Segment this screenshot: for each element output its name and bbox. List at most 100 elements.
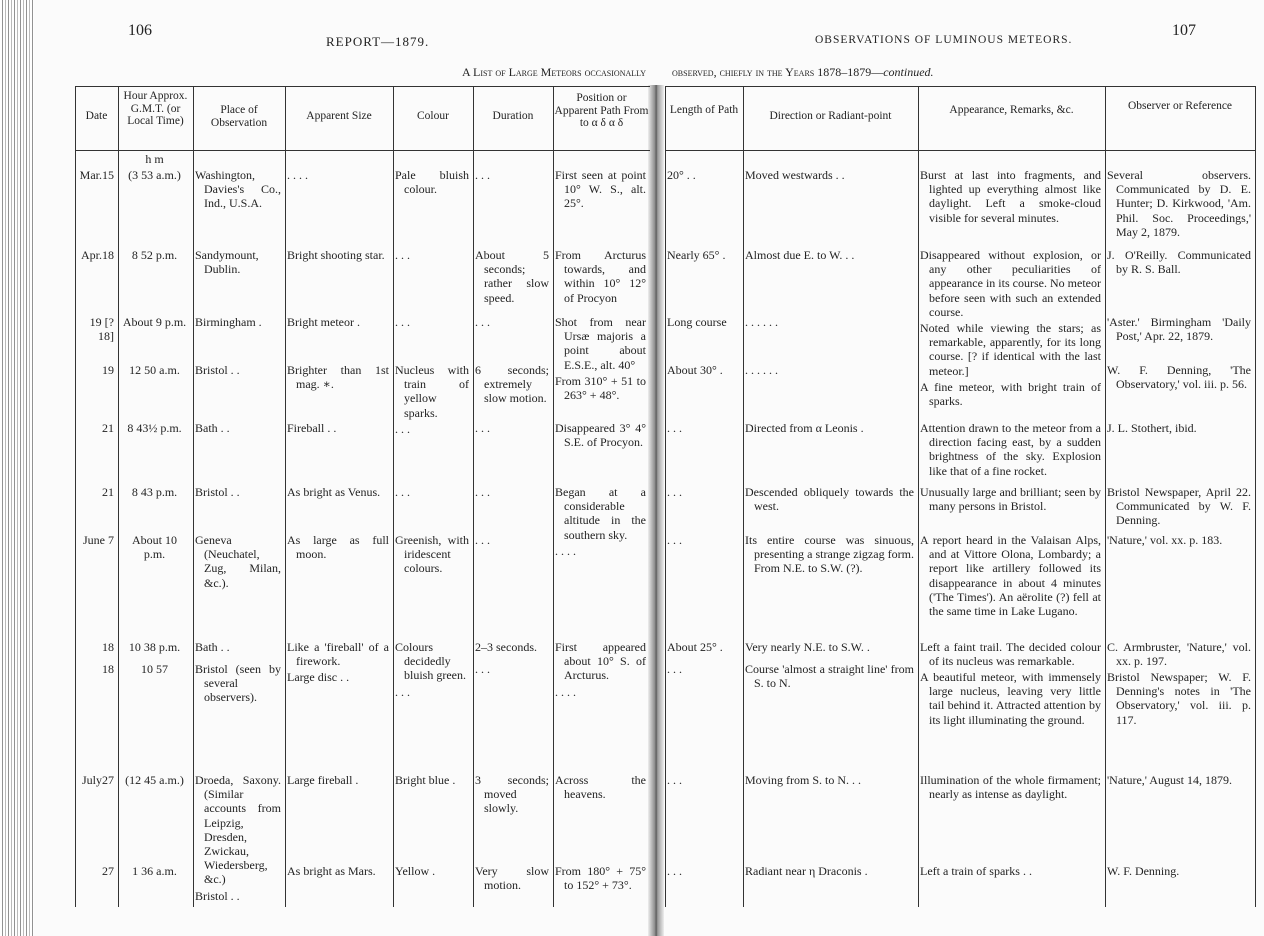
cell-appearance: A fine meteor, with bright train of spar… [920,380,1101,409]
cell-observer: 'Nature,' August 14, 1879. [1107,773,1232,787]
cell-date: June 7 [83,533,114,547]
cell-position: Across the heavens. [555,773,646,802]
cell-observer: 'Nature,' vol. xx. p. 183. [1107,533,1223,547]
cell-hour: 8 43 p.m. [131,485,178,499]
cell-colour: Colours decidedly bluish green. [395,640,466,683]
cell-colour: . . . [395,315,410,329]
cell-appearance: Attention drawn to the meteor from a dir… [920,421,1101,478]
cell-direction: . . . . . . [745,315,778,329]
cell-size: Brighter than 1st mag. ∗. [287,363,389,392]
cell-observer: Several observers. Communicated by D. E.… [1107,168,1251,239]
cell-length: About 30° . [667,363,723,377]
cell-appearance: Burst at last into fragments, and lighte… [920,168,1101,225]
cell-date: 18 [102,662,114,676]
column-header-colour: Colour [417,110,449,122]
cell-observer: J. L. Stothert, ibid. [1107,421,1197,435]
right-page-number: 107 [1172,22,1196,39]
cell-appearance: Left a train of sparks . . [920,864,1032,878]
page-edges [0,0,34,936]
cell-duration: 3 seconds; moved slowly. [475,773,549,816]
cell-direction: . . . . . . [745,363,778,377]
column-rule [1105,86,1106,907]
cell-hour: (3 53 a.m.) [128,168,181,182]
cell-date: Mar.15 [79,168,114,182]
cell-colour: Bright blue . [395,773,456,787]
cell-position: Began at a considerable altitude in the … [555,485,646,542]
column-rule [1255,86,1256,907]
cell-length: . . . [667,662,682,676]
table-top-rule [665,86,1255,87]
cell-appearance: Unusually large and brilliant; seen by m… [920,485,1101,514]
header-rule [665,150,1255,151]
cell-place: Bristol . . [195,485,240,499]
cell-hour: (12 45 a.m.) [125,773,184,787]
cell-size: Large disc . . [287,670,350,684]
cell-position: First appeared about 10° S. of Arcturus. [555,640,646,683]
cell-hour: About 9 p.m. [122,315,187,329]
cell-size: Fireball . . [287,421,337,435]
cell-observer: W. F. Denning. [1107,864,1180,878]
cell-direction: Moved westwards . . [745,168,845,182]
cell-place: Bristol . . [195,363,240,377]
cell-length: Nearly 65° . [667,248,726,262]
cell-date: 18 [102,640,114,654]
cell-observer: Bristol Newspaper; W. F. Denning's notes… [1107,670,1251,727]
cell-observer: W. F. Denning, 'The Observatory,' vol. i… [1107,363,1251,392]
column-header-date: Date [85,110,108,122]
column-rule [918,86,919,907]
cell-position: Disappeared 3° 4° S.E. of Procyon. [555,421,646,450]
cell-position: From 310° + 51 to 263° + 48°. [555,374,646,403]
cell-size: Bright shooting star. [287,248,385,262]
column-rule [665,86,666,907]
cell-date: 19 [? 18] [89,315,114,344]
cell-place: Bath . . [195,421,230,435]
cell-colour: . . . [395,685,410,699]
cell-date: 21 [102,421,114,435]
cell-position: From 180° + 75° to 152° + 73°. [555,864,646,893]
cell-size: Large fireball . [287,773,359,787]
cell-size: Like a 'fireball' of a firework. [287,640,389,669]
cell-position: First seen at point 10° W. S., alt. 25°. [555,168,646,211]
cell-length: Long course [667,315,727,329]
column-header-place: Place of Observation [210,104,268,129]
cell-length: . . . [667,421,682,435]
units-row: h m [145,152,164,166]
cell-hour: 10 57 [141,662,168,676]
column-rule [553,86,554,907]
cell-direction: Radiant near η Draconis . [745,864,868,878]
cell-duration: . . . [475,662,490,676]
caption-left: A List of Large Meteors occasionally [462,65,646,79]
cell-place: Geneva (Neuchatel, Zug, Milan, &c.). [195,533,281,590]
left-running-head: REPORT—1879. [326,34,430,49]
cell-date: 19 [102,363,114,377]
cell-duration: . . . [475,533,490,547]
cell-size: Bright meteor . [287,315,360,329]
cell-length: About 25° . [667,640,723,654]
cell-hour: 1 36 a.m. [132,864,177,878]
column-header-observer: Observer or Reference [1127,100,1233,112]
column-rule [743,86,744,907]
cell-colour: Greenish, with iridescent colours. [395,533,469,576]
cell-place: Sandymount, Dublin. [195,248,259,277]
cell-colour: . . . [395,248,410,262]
cell-hour: 8 52 p.m. [131,248,178,262]
cell-direction: Directed from α Leonis . [745,421,864,435]
book-gutter [648,85,664,936]
cell-place: Washington, Davies's Co., Ind., U.S.A. [195,168,281,211]
cell-position: From Arcturus towards, and within 10° 12… [555,248,646,305]
caption-right-text: observed, chiefly in the Years 1878–1879… [672,65,884,79]
column-header-direction: Direction or Radiant-point [769,110,892,122]
column-header-length: Length of Path [669,104,739,116]
cell-date: July27 [81,773,114,787]
left-page-number: 106 [128,22,152,39]
cell-position: . . . . [555,544,576,558]
cell-direction: Very nearly N.E. to S.W. . [745,640,870,654]
cell-date: Apr.18 [81,248,114,262]
cell-size: As bright as Mars. [287,864,376,878]
cell-duration: . . . [475,168,490,182]
cell-appearance: A report heard in the Valaisan Alps, and… [920,533,1101,619]
column-rule [473,86,474,907]
cell-date: 21 [102,485,114,499]
cell-observer: C. Armbruster, 'Nature,' vol. xx. p. 197… [1107,640,1251,669]
cell-observer: J. O'Reilly. Communicated by R. S. Ball. [1107,248,1251,277]
